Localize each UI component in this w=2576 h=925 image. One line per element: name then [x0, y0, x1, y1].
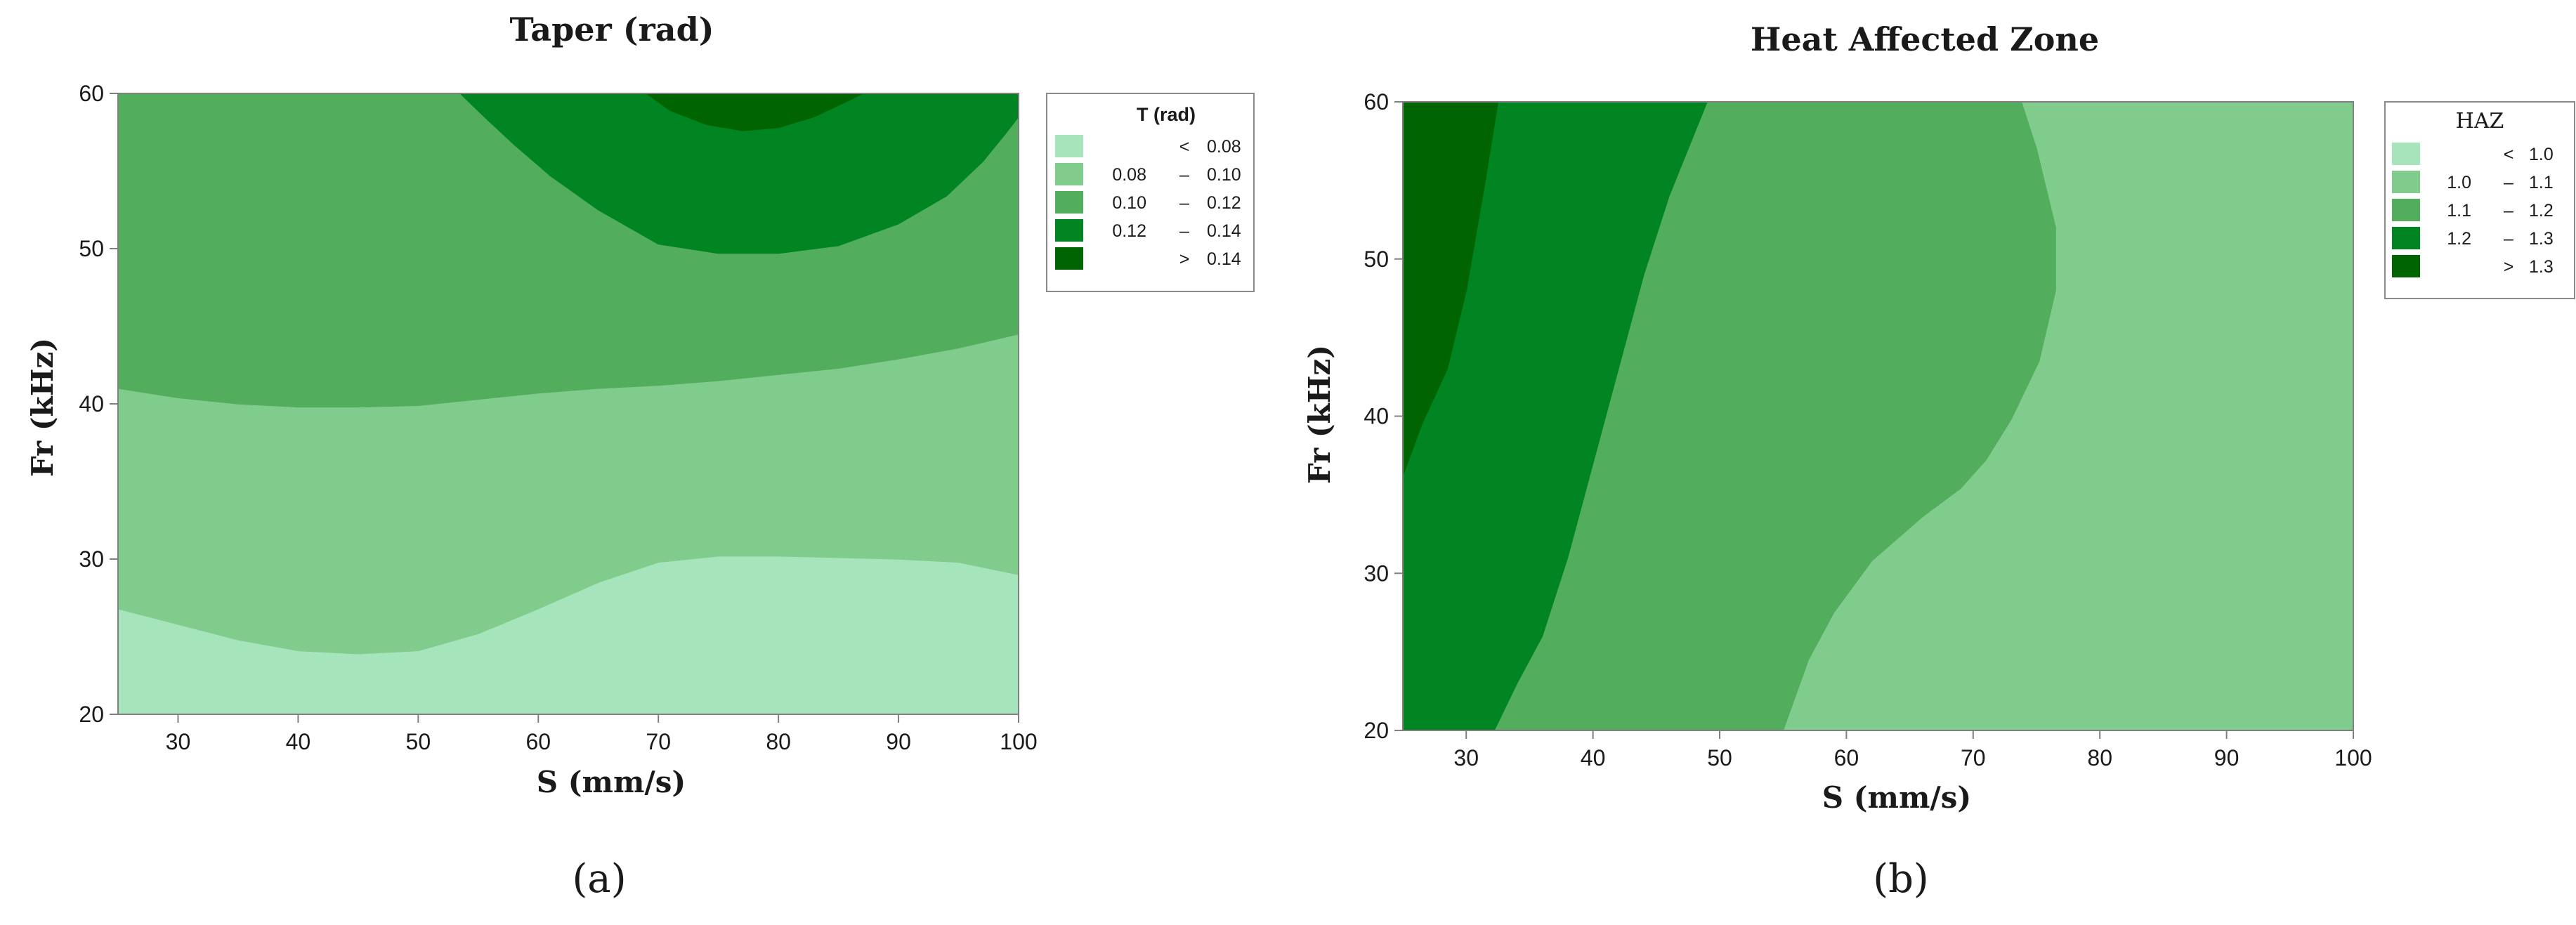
panel-a: Taper (rad) 30 40 50 60 70 80 90 1002030405060 … — [25, 11, 1255, 902]
legend-swatch — [2392, 255, 2420, 277]
legend-swatch — [2392, 143, 2420, 165]
x-axis-label: S (mm/s) — [1822, 780, 1972, 815]
legend-range-low: 0.12 — [1112, 221, 1146, 241]
y-tick-label: 20 — [79, 702, 104, 727]
contour-region-level-3 — [459, 93, 1019, 254]
x-tick-label: 100 — [1000, 729, 1037, 754]
legend-range-high: 0.12 — [1207, 193, 1241, 213]
legend-swatch — [2392, 199, 2420, 221]
y-axis-label: Fr (kHz) — [1302, 345, 1337, 484]
legend-range-low: 0.08 — [1112, 165, 1146, 185]
y-tick-label: 50 — [79, 236, 104, 261]
x-tick-label: 50 — [1707, 745, 1732, 770]
y-tick-label: 40 — [1364, 404, 1389, 429]
y-tick-label: 50 — [1364, 247, 1389, 272]
legend-title: T (rad) — [1137, 104, 1196, 125]
x-tick-label: 80 — [766, 729, 791, 754]
plot-area: 30 40 50 60 70 80 90 100 20 30 40 50 60 — [79, 81, 1037, 754]
plot-area: 30 40 50 60 70 80 90 100 20 30 40 50 60 — [1364, 89, 2372, 770]
panel-label: (a) — [572, 856, 626, 902]
legend-range-symbol: < — [2504, 145, 2514, 164]
legend-swatch — [2392, 171, 2420, 193]
legend-swatch — [1055, 247, 1083, 270]
legend: T (rad) <0.080.08–0.100.10–0.120.12–0.14… — [1046, 93, 1255, 292]
panel-label: (b) — [1873, 856, 1929, 902]
legend-range-high: 1.3 — [2529, 257, 2554, 277]
y-tick-label: 30 — [1364, 560, 1389, 586]
legend-swatch — [2392, 227, 2420, 249]
y-tick-label: 60 — [79, 81, 104, 106]
x-tick-label: 70 — [1961, 745, 1986, 770]
legend-range-symbol: – — [2504, 173, 2513, 192]
chart-title: Heat Affected Zone — [1751, 20, 2099, 58]
legend-swatch — [1055, 191, 1083, 214]
x-tick-label: 80 — [2087, 745, 2112, 770]
x-tick-label: 90 — [2214, 745, 2240, 770]
legend-range-high: 0.14 — [1207, 221, 1241, 241]
legend-range-low: 1.2 — [2447, 229, 2471, 249]
legend-range-symbol: > — [1179, 249, 1190, 269]
legend-range-symbol: – — [1179, 221, 1189, 241]
contour-regions — [1403, 102, 2353, 730]
contour-region-level-4 — [645, 93, 863, 131]
x-tick-label: 70 — [646, 729, 671, 754]
legend-range-low: 0.10 — [1112, 193, 1146, 213]
x-tick-label: 60 — [525, 729, 551, 754]
legend-range-symbol: – — [1179, 165, 1189, 185]
legend-range-high: 0.08 — [1207, 137, 1241, 157]
x-tick-label: 90 — [886, 729, 911, 754]
x-tick-label: 100 — [2334, 745, 2372, 770]
x-tick-label: 50 — [406, 729, 431, 754]
legend-range-symbol: < — [1179, 137, 1190, 157]
legend-range-high: 1.3 — [2529, 229, 2554, 249]
legend-range-symbol: > — [2504, 257, 2514, 277]
legend: HAZ <1.01.0–1.11.1–1.21.2–1.3> 1.3 — [2384, 101, 2575, 299]
legend-range-symbol: – — [1179, 193, 1189, 213]
contour-region-level-4 — [1403, 102, 1499, 476]
legend-title: HAZ — [2456, 109, 2504, 133]
x-tick-label: 40 — [286, 729, 311, 754]
chart-title: Taper (rad) — [509, 11, 714, 48]
x-tick-label: 60 — [1834, 745, 1859, 770]
legend-range-high: 1.1 — [2529, 173, 2554, 192]
y-tick-label: 20 — [1364, 718, 1389, 743]
y-tick-label: 60 — [1364, 89, 1389, 114]
legend-range-symbol: – — [2504, 201, 2513, 221]
legend-swatch — [1055, 219, 1083, 242]
legend-range-high: 1.2 — [2529, 201, 2554, 221]
y-axis-label: Fr (kHz) — [25, 338, 60, 477]
legend-range-high: 1.0 — [2529, 145, 2554, 164]
contour-regions — [118, 93, 1019, 714]
y-tick-label: 30 — [79, 546, 104, 572]
x-tick-label: 40 — [1581, 745, 1606, 770]
legend-range-low: 1.0 — [2447, 173, 2471, 192]
legend-range-low: 1.1 — [2447, 201, 2471, 221]
x-tick-label: 30 — [1453, 745, 1479, 770]
y-tick-label: 40 — [79, 391, 104, 416]
legend-swatch — [1055, 163, 1083, 185]
x-tick-label: 30 — [166, 729, 191, 754]
panel-b: Heat Affected Zone 30 40 50 60 70 80 90 1002030… — [1302, 20, 2575, 902]
legend-swatch — [1055, 135, 1083, 157]
legend-range-high: 0.10 — [1207, 165, 1241, 185]
x-axis-label: S (mm/s) — [537, 765, 686, 799]
legend-range-high: 0.14 — [1207, 249, 1241, 269]
legend-range-symbol: – — [2504, 229, 2513, 249]
